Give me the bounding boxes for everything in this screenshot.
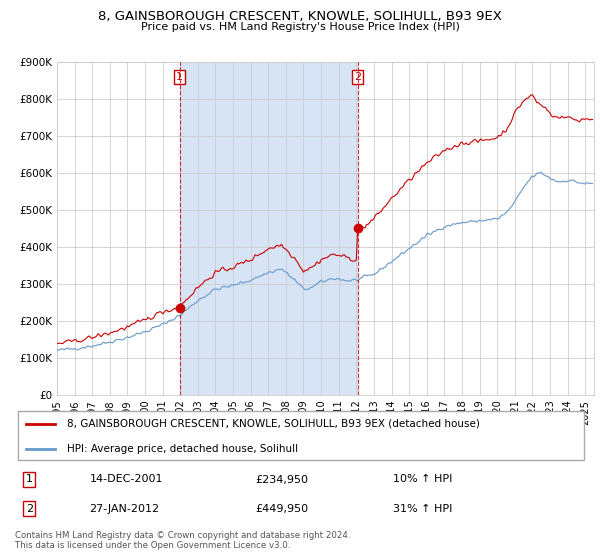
Bar [179,62,358,395]
Text: 8, GAINSBOROUGH CRESCENT, KNOWLE, SOLIHULL, B93 9EX: 8, GAINSBOROUGH CRESCENT, KNOWLE, SOLIHU… [98,10,502,23]
Text: Contains HM Land Registry data © Crown copyright and database right 2024.
This d: Contains HM Land Registry data © Crown c… [15,531,350,550]
Text: 1: 1 [176,72,183,82]
FancyBboxPatch shape [18,411,584,460]
Text: HPI: Average price, detached house, Solihull: HPI: Average price, detached house, Soli… [67,444,298,454]
Text: 27-JAN-2012: 27-JAN-2012 [89,504,160,514]
Text: £449,950: £449,950 [256,504,309,514]
Text: 10% ↑ HPI: 10% ↑ HPI [393,474,452,484]
Text: 1: 1 [26,474,33,484]
Text: Price paid vs. HM Land Registry's House Price Index (HPI): Price paid vs. HM Land Registry's House … [140,22,460,32]
Text: £234,950: £234,950 [256,474,308,484]
Text: 2: 2 [354,72,361,82]
Text: 31% ↑ HPI: 31% ↑ HPI [393,504,452,514]
Text: 8, GAINSBOROUGH CRESCENT, KNOWLE, SOLIHULL, B93 9EX (detached house): 8, GAINSBOROUGH CRESCENT, KNOWLE, SOLIHU… [67,419,479,429]
Text: 14-DEC-2001: 14-DEC-2001 [89,474,163,484]
Text: 2: 2 [26,504,33,514]
